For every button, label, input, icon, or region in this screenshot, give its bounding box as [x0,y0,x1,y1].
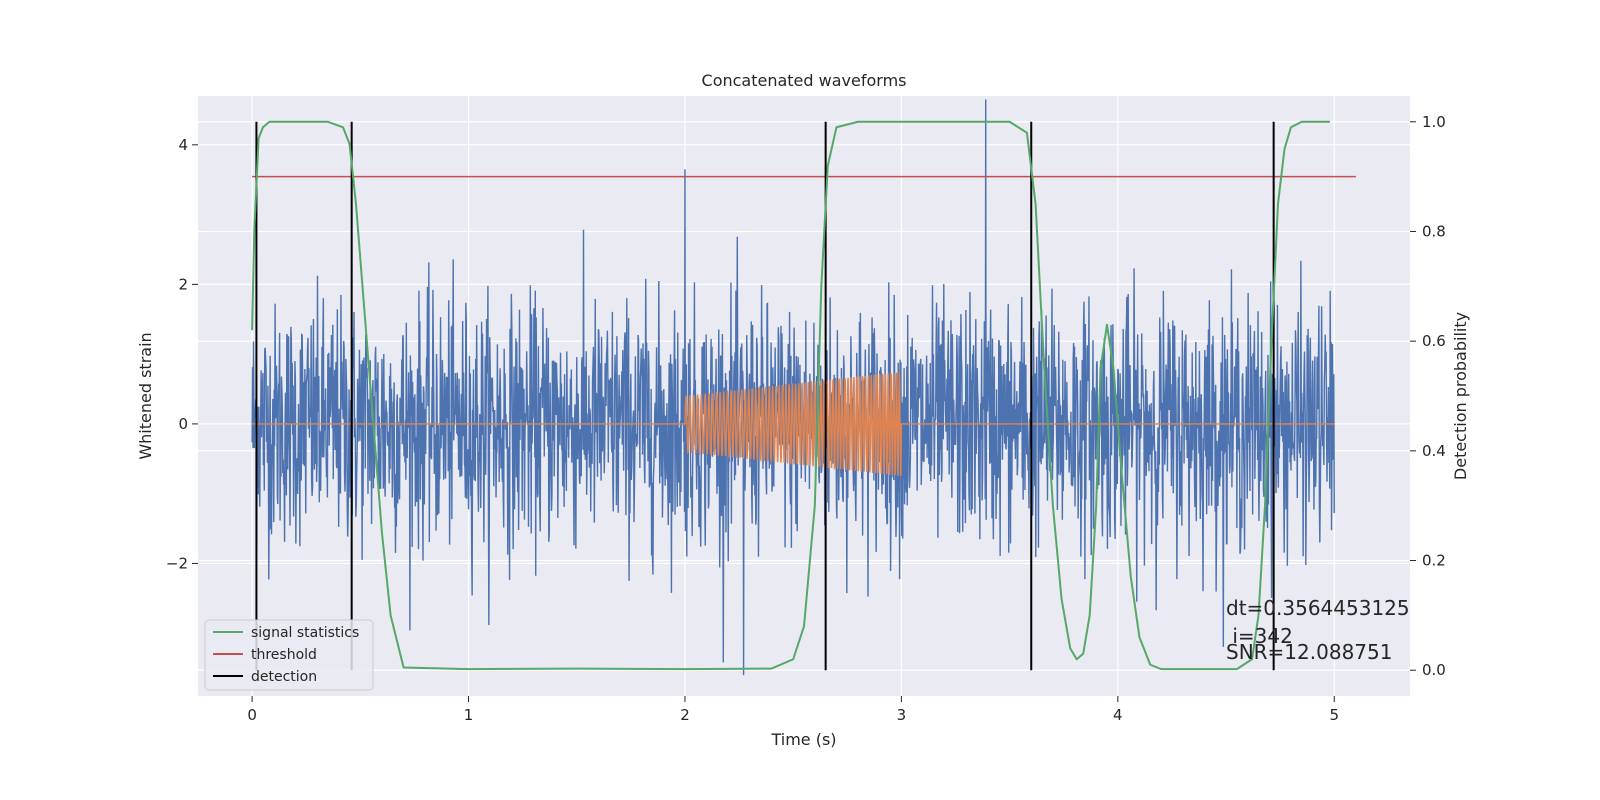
legend-frame [204,619,374,691]
annotation-box: dt=0.3564453125 i=342 SNR=12.088751 [1226,596,1410,664]
axes: 0 1 2 3 4 5 −2 0 2 4 0.0 0.2 0.4 0.6 0.8 1.0 [166,113,1446,724]
y-axis-label: Whitened strain [136,332,155,459]
x-tick-label: 2 [680,706,690,724]
y-tick-label: −2 [166,554,188,572]
legend-label: detection [251,669,317,685]
y2-tick-label: 0.6 [1422,332,1446,350]
x-tick-label: 0 [247,706,257,724]
y2-tick-label: 0.8 [1422,222,1446,240]
y2-tick-label: 0.0 [1422,661,1446,679]
x-tick-label: 5 [1329,706,1339,724]
data-layer [251,99,1335,676]
legend-label: signal statistics [251,625,359,641]
annotation-snr: SNR=12.088751 [1226,640,1392,664]
chart-title: Concatenated waveforms [702,71,907,90]
injected-waveform-line [252,372,1335,477]
annotation-index: i=342 [1226,624,1293,648]
y-tick-label: 4 [178,136,188,154]
x-tick-label: 1 [464,706,474,724]
legend: signal statistics threshold detection [204,619,374,691]
legend-label: threshold [251,647,317,663]
overlay-layer [251,120,1356,671]
y2-tick-label: 0.4 [1422,442,1446,460]
x-tick-label: 4 [1113,706,1123,724]
x-tick-label: 3 [897,706,907,724]
annotation-dt: dt=0.3564453125 [1226,596,1410,620]
x-axis-label: Time (s) [770,730,836,749]
y2-axis-label: Detection probability [1451,312,1470,480]
y2-tick-label: 0.2 [1422,552,1446,570]
y-tick-label: 2 [178,275,188,293]
signal-statistics-line [251,120,1330,671]
y2-tick-label: 1.0 [1422,113,1446,131]
y-tick-label: 0 [178,415,188,433]
